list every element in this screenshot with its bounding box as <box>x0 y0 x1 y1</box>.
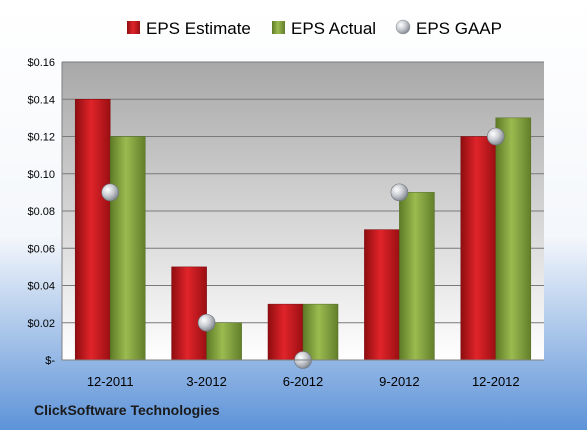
bars <box>74 99 532 361</box>
bar-eps-estimate <box>74 99 111 361</box>
point-eps-gaap <box>390 183 409 202</box>
y-tick-label: $0.12 <box>27 132 55 144</box>
bar-eps-estimate <box>171 266 207 361</box>
bar-eps-actual <box>495 117 532 361</box>
legend-swatch-estimate <box>127 21 140 34</box>
point-eps-gaap <box>197 313 216 332</box>
y-tick-label: $0.04 <box>27 281 55 293</box>
x-category-label: 12-2011 <box>87 374 134 389</box>
x-category-label: 9-2012 <box>379 374 419 389</box>
legend-label-actual: EPS Actual <box>291 19 376 38</box>
legend-label-gaap: EPS GAAP <box>416 19 502 38</box>
bar-eps-estimate <box>267 303 304 361</box>
y-tick-label: $0.14 <box>27 94 55 106</box>
legend-swatch-gaap <box>395 19 411 35</box>
x-category-label: 12-2012 <box>472 374 520 389</box>
y-tick-label: $- <box>45 355 55 367</box>
y-tick-label: $0.16 <box>27 57 55 69</box>
company-name: ClickSoftware Technologies <box>34 402 220 418</box>
bar-eps-estimate <box>460 136 497 361</box>
point-eps-gaap <box>486 127 505 146</box>
legend-label-estimate: EPS Estimate <box>146 19 251 38</box>
bar-eps-estimate <box>364 229 400 361</box>
x-category-label: 6-2012 <box>283 374 323 389</box>
x-category-label: 3-2012 <box>186 374 226 389</box>
bar-eps-actual <box>109 136 146 361</box>
point-eps-gaap <box>101 183 119 202</box>
legend: EPS Estimate EPS Actual EPS GAAP <box>127 19 502 38</box>
bar-eps-actual <box>399 192 435 361</box>
bar-eps-actual <box>302 303 339 361</box>
x-axis-categories: 12-2011 3-2012 6-2012 9-2012 12-2012 <box>87 374 520 389</box>
y-tick-label: $0.10 <box>27 169 55 181</box>
y-tick-label: $0.06 <box>27 243 55 255</box>
legend-swatch-actual <box>272 21 285 34</box>
y-tick-label: $0.08 <box>27 206 55 218</box>
y-axis-ticks: $- $0.02 $0.04 $0.06 $0.08 $0.10 $0.12 $0.14 $0.… <box>27 57 55 367</box>
y-tick-label: $0.02 <box>27 318 55 330</box>
gaap-points <box>101 127 505 369</box>
